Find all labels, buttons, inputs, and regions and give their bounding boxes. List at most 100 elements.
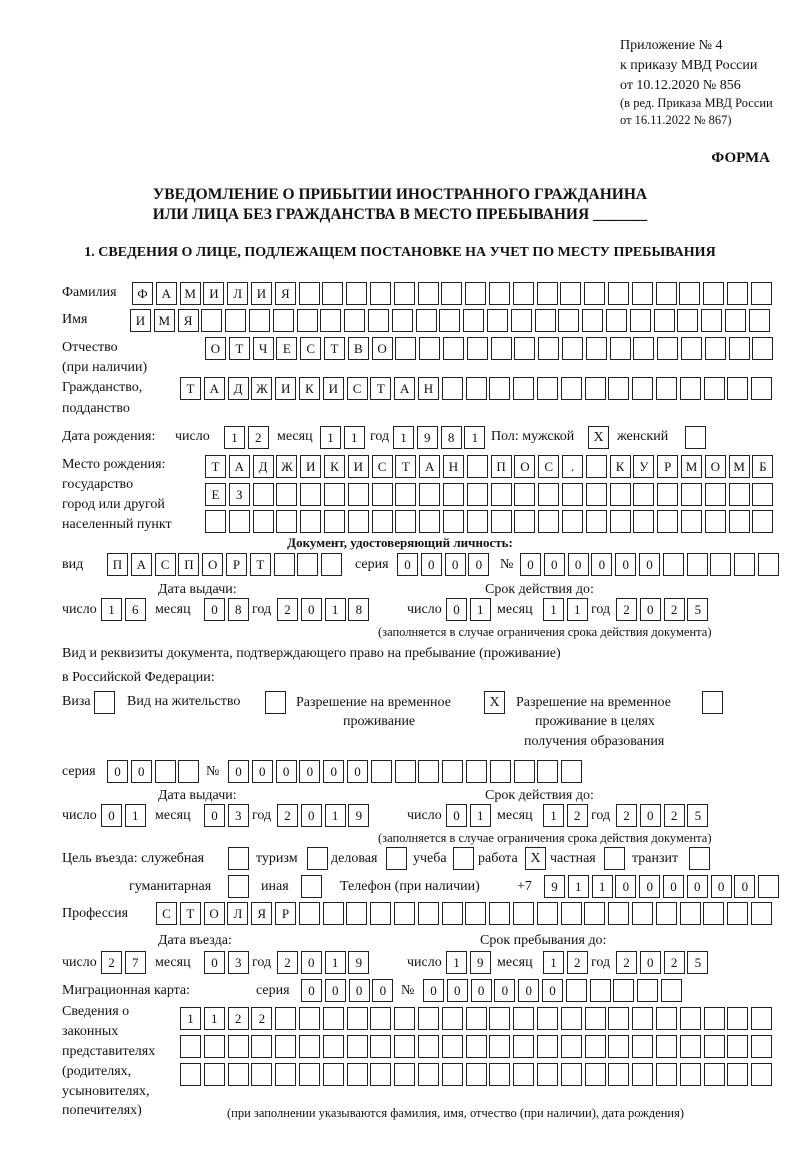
char-cell[interactable] (300, 483, 322, 506)
char-cell[interactable] (558, 309, 580, 332)
visa-checkbox[interactable] (94, 691, 115, 714)
char-cell[interactable] (609, 337, 631, 360)
char-cell[interactable]: 0 (663, 875, 684, 898)
char-cell[interactable] (561, 760, 583, 783)
char-cell[interactable]: 2 (566, 951, 588, 974)
char-cell[interactable] (727, 902, 749, 925)
char-cell[interactable]: 9 (348, 951, 370, 974)
char-cell[interactable]: 0 (324, 979, 346, 1002)
char-cell[interactable]: 1 (203, 1007, 225, 1030)
char-cell[interactable] (704, 337, 726, 360)
char-cell[interactable]: 0 (107, 760, 128, 783)
char-cell[interactable]: 9 (544, 875, 565, 898)
char-cell[interactable]: 1 (543, 951, 564, 974)
char-cell[interactable] (201, 309, 223, 332)
char-cell[interactable] (734, 553, 756, 576)
char-cell[interactable] (560, 1063, 582, 1086)
char-cell[interactable] (686, 553, 708, 576)
char-cell[interactable]: П (178, 553, 200, 576)
char-cell[interactable] (633, 483, 655, 506)
char-cell[interactable] (727, 1035, 749, 1058)
char-cell[interactable] (728, 337, 750, 360)
char-cell[interactable]: 9 (348, 804, 370, 827)
char-cell[interactable] (442, 760, 464, 783)
char-cell[interactable]: Р (657, 455, 679, 478)
char-cell[interactable] (418, 760, 440, 783)
char-cell[interactable]: С (346, 377, 368, 400)
char-cell[interactable] (727, 282, 748, 305)
char-cell[interactable]: 1 (124, 804, 146, 827)
char-cell[interactable]: 0 (423, 979, 444, 1002)
purpose-other-checkbox[interactable] (301, 875, 322, 898)
char-cell[interactable] (679, 902, 701, 925)
char-cell[interactable]: Ж (251, 377, 273, 400)
char-cell[interactable] (560, 902, 582, 925)
char-cell[interactable]: 9 (469, 951, 491, 974)
char-cell[interactable] (346, 1007, 368, 1030)
char-cell[interactable] (632, 1063, 654, 1086)
char-cell[interactable] (748, 309, 770, 332)
char-cell[interactable]: 0 (301, 979, 322, 1002)
char-cell[interactable] (489, 1063, 511, 1086)
char-cell[interactable] (228, 510, 250, 533)
char-cell[interactable] (490, 510, 512, 533)
char-cell[interactable] (679, 1035, 701, 1058)
char-cell[interactable]: 1 (393, 426, 414, 449)
char-cell[interactable]: Д (227, 377, 249, 400)
char-cell[interactable]: 0 (734, 875, 756, 898)
char-cell[interactable] (370, 282, 391, 305)
char-cell[interactable]: Е (205, 483, 226, 506)
char-cell[interactable] (322, 1063, 344, 1086)
char-cell[interactable] (465, 1035, 487, 1058)
char-cell[interactable]: С (538, 455, 560, 478)
char-cell[interactable] (657, 337, 679, 360)
char-cell[interactable] (346, 1063, 368, 1086)
char-cell[interactable]: 2 (663, 598, 685, 621)
char-cell[interactable]: Р (275, 902, 296, 925)
char-cell[interactable] (751, 902, 772, 925)
char-cell[interactable]: О (203, 902, 225, 925)
char-cell[interactable] (728, 483, 750, 506)
char-cell[interactable] (276, 510, 298, 533)
char-cell[interactable]: С (156, 902, 177, 925)
char-cell[interactable] (703, 282, 725, 305)
char-cell[interactable]: 1 (543, 598, 564, 621)
char-cell[interactable]: Н (443, 455, 464, 478)
char-cell[interactable]: З (228, 483, 250, 506)
char-cell[interactable]: С (154, 553, 176, 576)
char-cell[interactable] (512, 282, 534, 305)
purpose-private-checkbox[interactable] (604, 847, 625, 870)
char-cell[interactable] (584, 1007, 606, 1030)
char-cell[interactable] (513, 1063, 535, 1086)
char-cell[interactable] (606, 309, 627, 332)
char-cell[interactable] (180, 1035, 201, 1058)
char-cell[interactable] (613, 979, 635, 1002)
char-cell[interactable] (487, 309, 508, 332)
char-cell[interactable] (608, 1007, 630, 1030)
char-cell[interactable] (656, 1007, 677, 1030)
char-cell[interactable]: 0 (615, 553, 637, 576)
trp-checkbox[interactable]: X (484, 691, 505, 714)
purpose-transit-checkbox[interactable] (689, 847, 710, 870)
char-cell[interactable]: 0 (300, 804, 322, 827)
char-cell[interactable] (677, 309, 699, 332)
char-cell[interactable] (585, 483, 607, 506)
char-cell[interactable]: 1 (591, 875, 613, 898)
char-cell[interactable] (751, 1063, 773, 1086)
char-cell[interactable] (322, 1035, 344, 1058)
char-cell[interactable]: 0 (639, 951, 661, 974)
char-cell[interactable] (441, 1035, 463, 1058)
char-cell[interactable]: М (153, 309, 175, 332)
char-cell[interactable]: Т (370, 377, 392, 400)
char-cell[interactable] (562, 483, 583, 506)
char-cell[interactable]: 0 (639, 875, 661, 898)
char-cell[interactable] (346, 282, 368, 305)
char-cell[interactable] (466, 760, 487, 783)
char-cell[interactable] (562, 510, 583, 533)
char-cell[interactable] (490, 337, 512, 360)
char-cell[interactable] (347, 483, 369, 506)
char-cell[interactable] (514, 510, 536, 533)
char-cell[interactable]: И (275, 377, 297, 400)
char-cell[interactable] (276, 483, 298, 506)
char-cell[interactable] (582, 309, 604, 332)
